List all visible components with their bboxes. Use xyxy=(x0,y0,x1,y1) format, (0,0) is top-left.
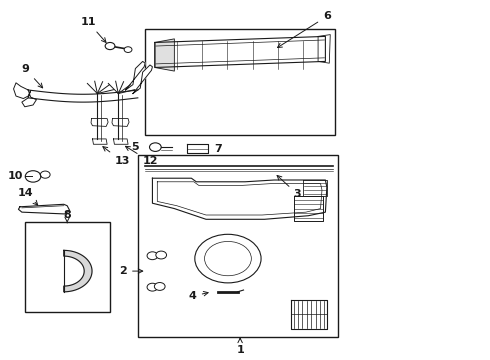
Polygon shape xyxy=(114,139,128,144)
Text: 11: 11 xyxy=(80,17,106,42)
Circle shape xyxy=(204,242,251,276)
Bar xyxy=(145,29,335,135)
Text: 1: 1 xyxy=(236,338,244,355)
Circle shape xyxy=(149,143,161,152)
Polygon shape xyxy=(155,36,325,67)
Text: 7: 7 xyxy=(214,144,222,154)
Text: 8: 8 xyxy=(63,210,71,223)
Circle shape xyxy=(154,283,165,291)
Circle shape xyxy=(40,171,50,178)
Polygon shape xyxy=(14,83,36,107)
Circle shape xyxy=(195,234,261,283)
Text: 10: 10 xyxy=(7,171,23,181)
Polygon shape xyxy=(303,180,327,196)
Circle shape xyxy=(105,42,115,50)
Polygon shape xyxy=(28,90,138,102)
Circle shape xyxy=(147,252,158,260)
Text: 6: 6 xyxy=(277,12,331,48)
Polygon shape xyxy=(125,62,145,90)
Polygon shape xyxy=(187,144,208,153)
Polygon shape xyxy=(93,139,107,144)
Polygon shape xyxy=(291,300,327,329)
Text: 13: 13 xyxy=(103,147,130,166)
Polygon shape xyxy=(155,39,174,71)
Text: 14: 14 xyxy=(18,188,38,205)
Polygon shape xyxy=(318,35,330,63)
Bar xyxy=(25,222,110,312)
Polygon shape xyxy=(112,118,129,126)
Text: 3: 3 xyxy=(277,175,301,199)
Text: 12: 12 xyxy=(125,146,158,166)
Polygon shape xyxy=(294,196,323,221)
Text: 9: 9 xyxy=(22,64,43,88)
Polygon shape xyxy=(19,204,70,214)
Text: 2: 2 xyxy=(120,266,143,276)
Polygon shape xyxy=(152,178,327,219)
Polygon shape xyxy=(64,250,92,292)
Circle shape xyxy=(25,171,41,182)
Polygon shape xyxy=(133,65,152,94)
Circle shape xyxy=(156,251,167,259)
Circle shape xyxy=(124,47,132,53)
Bar xyxy=(138,155,338,337)
Circle shape xyxy=(147,283,158,291)
Polygon shape xyxy=(91,118,108,126)
Text: 4: 4 xyxy=(189,291,208,301)
Text: 5: 5 xyxy=(131,142,139,152)
